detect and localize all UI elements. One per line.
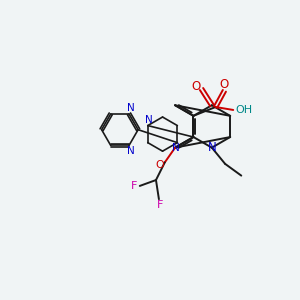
Text: O: O [192, 80, 201, 93]
Text: O: O [155, 160, 164, 170]
Text: O: O [220, 78, 229, 92]
Text: F: F [157, 200, 164, 210]
Text: N: N [146, 115, 153, 125]
Text: N: N [127, 103, 134, 113]
Text: N: N [208, 141, 216, 154]
Text: F: F [131, 181, 137, 191]
Text: N: N [172, 143, 180, 153]
Text: OH: OH [235, 105, 252, 115]
Text: N: N [127, 146, 134, 156]
